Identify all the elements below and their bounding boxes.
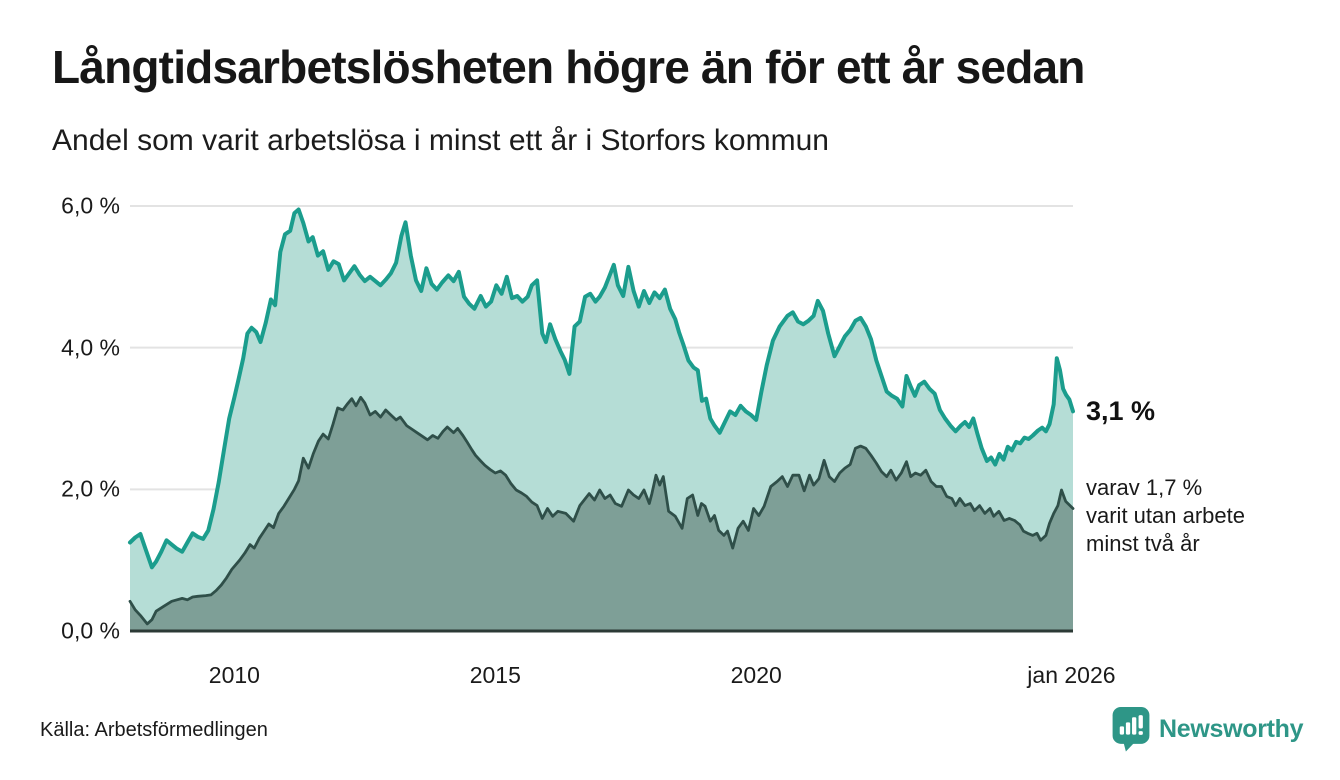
x-tick-label: jan 2026 bbox=[1027, 662, 1116, 688]
series-area-1 bbox=[130, 397, 1073, 631]
y-tick-label: 0,0 % bbox=[61, 617, 120, 644]
series-line-1 bbox=[128, 395, 1075, 626]
y-tick-label: 6,0 % bbox=[61, 192, 120, 219]
latest-value-annotation: 3,1 % bbox=[1086, 396, 1156, 426]
newsworthy-wordmark: Newsworthy bbox=[1159, 715, 1304, 743]
page-subtitle: Andel som varit arbetslösa i minst ett å… bbox=[52, 124, 829, 157]
x-tick-label: 2015 bbox=[469, 662, 521, 688]
x-tick-label: 2010 bbox=[208, 662, 260, 688]
y-tick-label: 4,0 % bbox=[61, 334, 120, 361]
newsworthy-logo-icon bbox=[1112, 707, 1150, 752]
page-title: Långtidsarbetslösheten högre än för ett … bbox=[52, 41, 1085, 93]
series-line-0 bbox=[128, 207, 1075, 570]
newsworthy-brand: Newsworthy bbox=[1112, 707, 1304, 752]
y-tick-label: 2,0 % bbox=[61, 475, 120, 502]
subset-value-annotation: varav 1,7 % varit utan arbete minst två … bbox=[1086, 475, 1245, 556]
x-tick-label: 2020 bbox=[730, 662, 782, 688]
source-attribution: Källa: Arbetsförmedlingen bbox=[40, 719, 268, 741]
